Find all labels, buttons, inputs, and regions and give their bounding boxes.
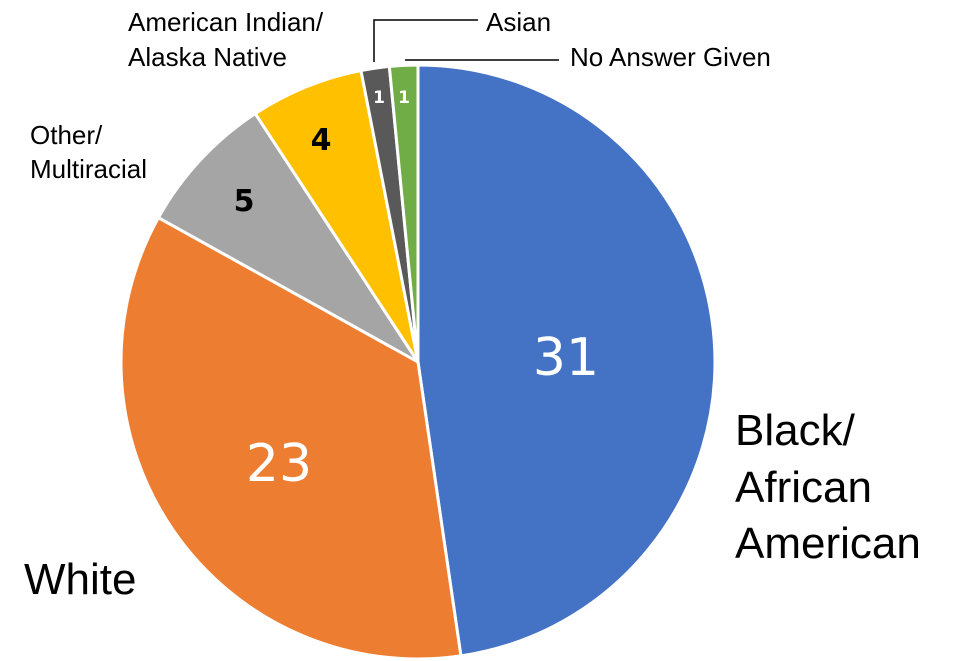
category-label-amind-line2: Alaska Native (128, 42, 287, 72)
category-label-noanswer: No Answer Given (570, 42, 771, 72)
slice-other-multiracial (156, 112, 420, 364)
category-label-other-line1: Other/ (30, 120, 103, 150)
value-label-black: 31 (533, 328, 599, 388)
category-label-amind-line1: American Indian/ (128, 7, 324, 37)
pie-slices (119, 63, 717, 661)
category-label-black-line3: American (735, 519, 921, 568)
leader-line-asian (373, 19, 478, 62)
category-label-black-line1: Black/ (735, 406, 856, 455)
category-label-other-line2: Multiracial (30, 154, 147, 184)
value-label-white: 23 (246, 434, 312, 494)
category-label-asian: Asian (486, 7, 551, 37)
slice-black-african-american (416, 63, 717, 658)
value-label-asian: 1 (373, 88, 385, 108)
value-label-amind: 4 (311, 123, 332, 158)
slice-no-answer-given (387, 63, 420, 364)
slice-white (119, 216, 463, 661)
category-label-white: White (24, 555, 136, 604)
category-label-black-line2: African (735, 463, 872, 512)
leader-lines (373, 19, 559, 62)
value-label-noanswer: 1 (398, 88, 410, 108)
value-label-other: 5 (234, 184, 255, 219)
